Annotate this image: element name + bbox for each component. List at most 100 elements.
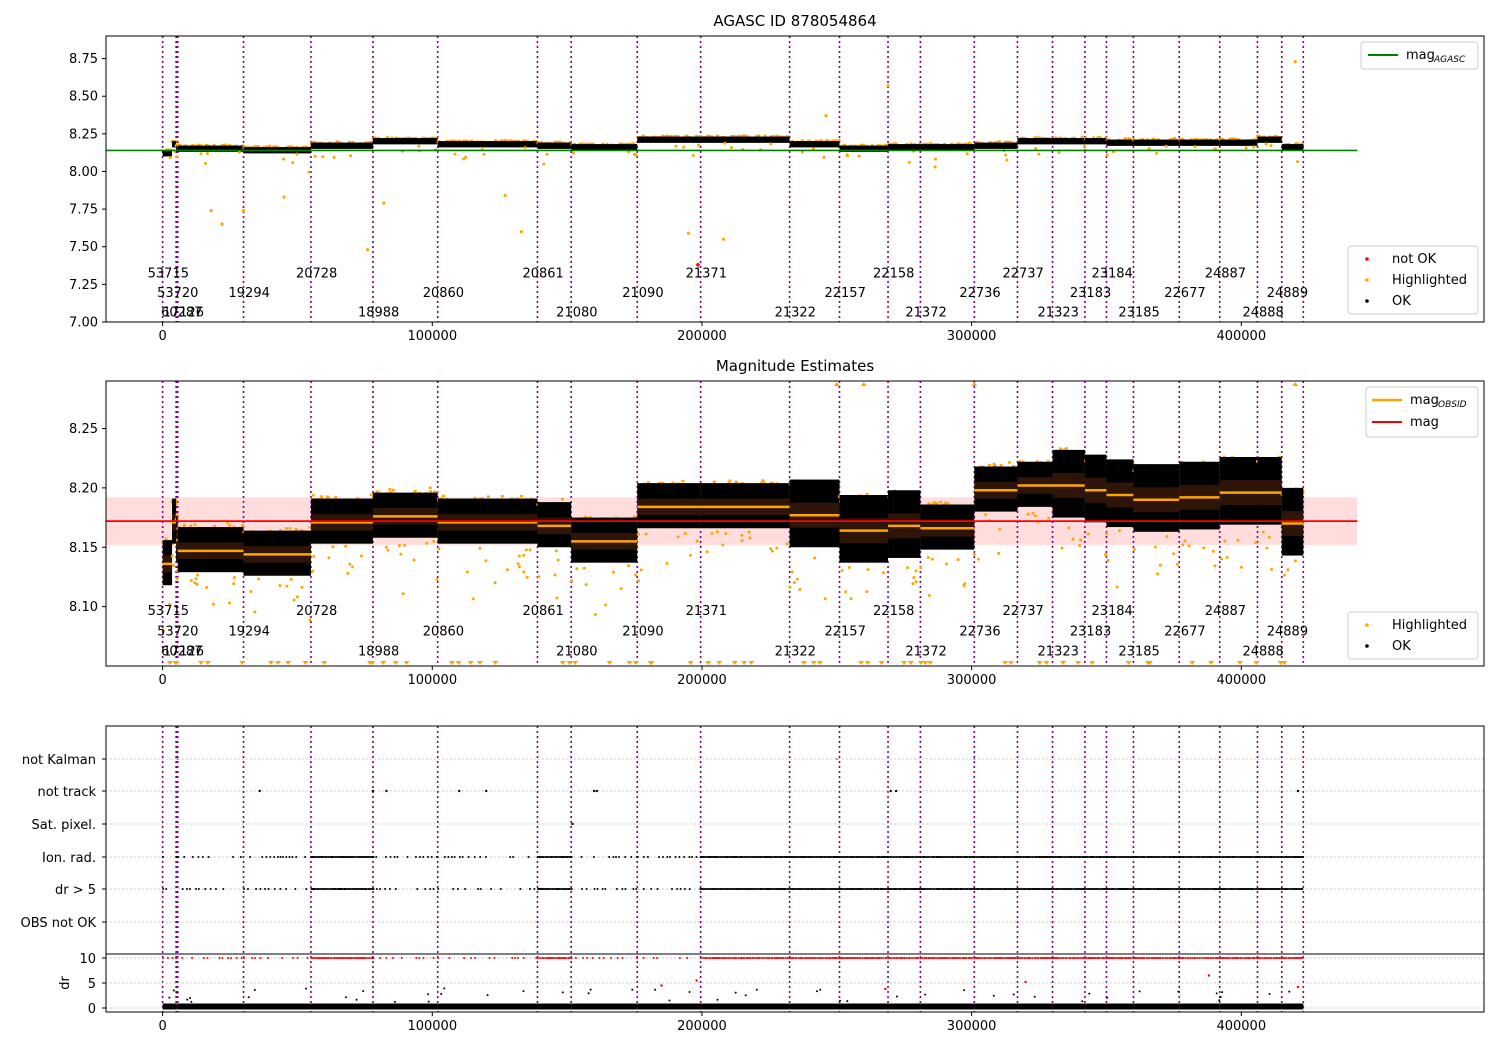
not-track-point-2 [385, 789, 388, 793]
dr-ok-band-21322 [789, 1003, 840, 1010]
dr-points-22736 [973, 957, 1018, 1010]
p2-obsid-label-11: 21371 [686, 604, 727, 619]
p2-xtick-label-3: 300000 [947, 673, 997, 688]
agasc-outlier-3 [282, 195, 286, 199]
flag-dots-row3-60287 [175, 856, 178, 858]
p1-ytick-label-2: 7.50 [69, 240, 98, 255]
p1-obsid-label-19: 23183 [1070, 286, 1111, 301]
p2-xtick-label-1: 100000 [407, 673, 457, 688]
mag-top-clip-1 [860, 382, 867, 386]
p2-obsid-label-10: 21090 [622, 624, 663, 639]
agasc-ok-band-53720 [172, 141, 177, 148]
agasc-ok-band-20728 [310, 142, 373, 149]
agasc-outlier-8 [686, 231, 691, 235]
flag-dots-row3-20728 [310, 856, 374, 858]
agasc-outlier-7 [519, 230, 523, 234]
p2-obsid-label-18: 21323 [1038, 645, 1079, 660]
flag-dots-row3-24889 [1281, 856, 1304, 858]
p2-obsid-label-3: 17126 [163, 645, 204, 660]
dr-notok-point-3 [1024, 980, 1027, 984]
not-kalman-point-2 [973, 758, 976, 760]
flag-dots-row4-22737 [1017, 888, 1053, 890]
agasc-ok-band-22677 [1179, 139, 1220, 146]
agasc-points-17126 [176, 143, 244, 165]
p2-obsid-label-16: 22736 [959, 624, 1000, 639]
agasc-ok-band-22158 [888, 144, 921, 151]
mag-points-21080 [570, 515, 639, 665]
dr-ok-band-21371 [700, 1003, 790, 1010]
p3-xtick-label-2: 200000 [677, 1019, 727, 1034]
p1-xtick-label-2: 200000 [677, 329, 727, 344]
flag-dots-row3-22737 [1017, 856, 1053, 858]
flag-dots-row4-20860 [437, 888, 536, 890]
dr-points-22737 [1017, 957, 1053, 1010]
p1-obsid-label-9: 21080 [556, 305, 597, 320]
not-track-point-4 [485, 789, 488, 793]
p2-xtick-label-2: 200000 [677, 673, 727, 688]
dr-points-20861 [537, 957, 572, 1010]
dr-points-22157 [839, 957, 889, 1010]
agasc-ok-band-60287 [176, 145, 178, 152]
agasc-points-22677 [1178, 137, 1220, 152]
flag-dots-row4-21080 [570, 888, 638, 890]
p1-obsid-label-22: 22677 [1164, 286, 1205, 301]
agasc-axes-frame [105, 35, 1485, 323]
not-track-point-5 [592, 789, 596, 793]
not-track-point-6 [595, 789, 598, 793]
p1-obsid-label-2: 60287 [161, 305, 202, 320]
p1-obsid-label-20: 23184 [1091, 266, 1132, 281]
agasc-ok-band-17126 [177, 145, 244, 152]
p2-obsid-label-24: 24888 [1242, 645, 1283, 660]
mag-obsid-legend-label: mag [1410, 393, 1439, 408]
p2-obsid-label-14: 22158 [873, 604, 914, 619]
agasc-legend: mag AGASC [1360, 41, 1479, 70]
not-track-point-1 [371, 789, 375, 793]
p1-obsid-label-3: 17126 [163, 305, 204, 320]
dr-points-20728 [310, 957, 374, 1010]
agasc-points-20728 [309, 140, 373, 159]
sat-pixel-point [571, 822, 574, 826]
p2-obsid-label-20: 23184 [1091, 604, 1132, 619]
agasc-points-22157 [839, 143, 889, 158]
flag-dots-row3-22677 [1178, 856, 1220, 858]
flag-dots-row4-21323 [1052, 888, 1086, 890]
dr-points-21371 [700, 957, 791, 1010]
agasc-points-20861 [536, 140, 572, 166]
agasc-ok-band-18988 [372, 138, 438, 145]
dr-points-21372 [919, 957, 975, 1010]
magnitude-panel-title: Magnitude Estimates [716, 357, 874, 375]
dr-ok-band-19294 [243, 1003, 311, 1010]
p1-obsid-label-16: 22736 [959, 286, 1000, 301]
agasc-ok-band-20860 [437, 141, 538, 148]
flag-dots-row4-23184 [1106, 888, 1134, 890]
point-legend-top: not OK Highlighted OK [1347, 245, 1479, 315]
dr-ok-band-20728 [310, 1003, 373, 1010]
flag-dots-row3-23185 [1132, 856, 1181, 858]
p2-ytick-label-1: 8.15 [69, 541, 98, 556]
dr-points-17126 [177, 957, 244, 1010]
p1-obsid-label-17: 22737 [1002, 266, 1043, 281]
dr-ok-band-21090 [637, 1003, 701, 1010]
agasc-points-21372 [920, 141, 975, 169]
p1-obsid-label-21: 23185 [1118, 305, 1159, 320]
agasc-ok-band-23184 [1106, 139, 1134, 146]
agasc-points-23184 [1105, 137, 1135, 157]
p1-obsid-label-23: 24887 [1205, 266, 1246, 281]
flag-dots-row4-20861 [537, 888, 573, 890]
agasc-points-21090 [636, 134, 703, 157]
p2-ytick-label-0: 8.10 [69, 600, 98, 615]
agasc-legend-label: mag [1406, 48, 1435, 63]
p1-ytick-label-0: 7.00 [69, 316, 98, 331]
p1-ytick-label-1: 7.25 [69, 278, 98, 293]
dr-tick-label-1: 5 [88, 977, 96, 992]
flag-dots-row4-22677 [1178, 888, 1221, 890]
flag-dots-row3-21371 [700, 856, 790, 858]
agasc-points-22737 [1017, 136, 1053, 156]
flag-dots-row3-23184 [1106, 856, 1135, 858]
agasc-ok-band-21322 [789, 141, 840, 148]
flag-dots-row3-22736 [973, 856, 1018, 858]
dr-ok-band-17126 [177, 1003, 244, 1010]
not-track-point-0 [258, 789, 261, 793]
